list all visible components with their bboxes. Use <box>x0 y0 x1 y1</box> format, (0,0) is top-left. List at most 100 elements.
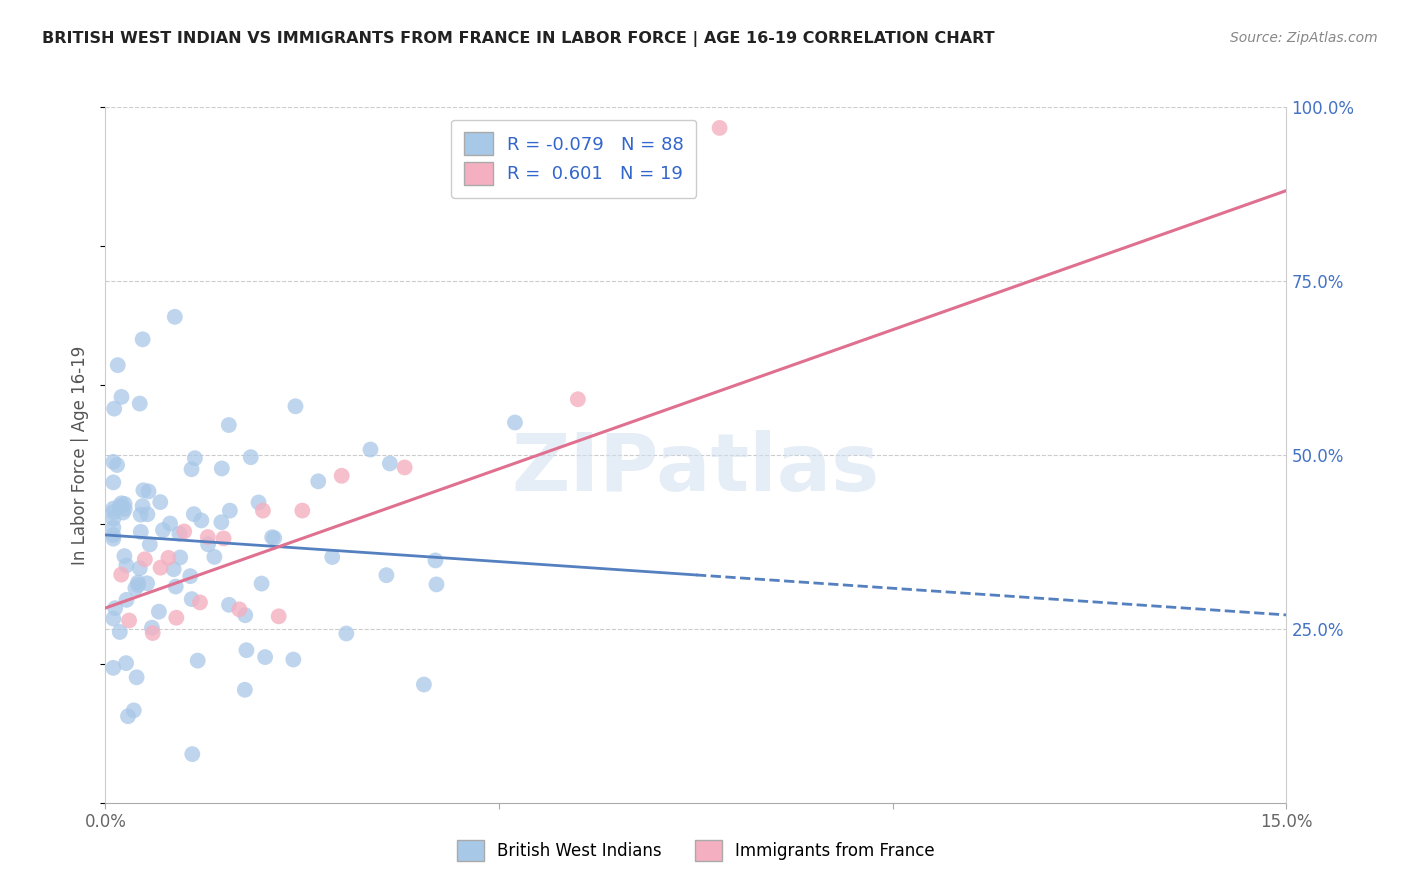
Text: ZIPatlas: ZIPatlas <box>512 430 880 508</box>
Point <box>149 560 172 574</box>
Point <box>184 451 207 466</box>
Point <box>263 531 285 545</box>
Point <box>212 532 235 546</box>
Point <box>233 682 256 697</box>
Point <box>180 462 202 476</box>
Point <box>107 358 129 372</box>
Point <box>330 468 353 483</box>
Point <box>103 475 125 490</box>
Text: BRITISH WEST INDIAN VS IMMIGRANTS FROM FRANCE IN LABOR FORCE | AGE 16-19 CORRELA: BRITISH WEST INDIAN VS IMMIGRANTS FROM F… <box>42 31 995 47</box>
Point <box>142 626 165 640</box>
Point <box>103 401 125 416</box>
Point <box>425 577 447 591</box>
Point <box>307 475 329 489</box>
Point <box>375 568 398 582</box>
Point <box>378 457 401 471</box>
Point <box>131 499 153 513</box>
Point <box>202 549 225 564</box>
Point <box>129 524 152 539</box>
Point <box>152 523 174 537</box>
Point <box>183 507 205 521</box>
Point <box>190 513 212 527</box>
Point <box>149 495 172 509</box>
Point <box>108 499 131 513</box>
Point <box>110 390 132 404</box>
Point <box>118 614 141 628</box>
Point <box>247 495 270 509</box>
Point <box>112 506 135 520</box>
Point <box>103 661 125 675</box>
Point <box>139 537 162 551</box>
Point <box>218 598 240 612</box>
Point <box>134 552 156 566</box>
Point <box>413 677 436 691</box>
Point <box>114 502 136 516</box>
Point <box>503 416 526 430</box>
Point <box>117 709 139 723</box>
Point <box>394 460 416 475</box>
Point <box>128 396 150 410</box>
Point <box>125 670 148 684</box>
Point <box>103 528 125 542</box>
Point <box>103 505 125 519</box>
Point <box>110 496 132 510</box>
Point <box>209 515 232 529</box>
Point <box>163 562 186 576</box>
Point <box>218 503 240 517</box>
Point <box>103 532 125 546</box>
Point <box>254 650 277 665</box>
Point <box>197 537 219 551</box>
Point <box>179 569 201 583</box>
Point <box>228 602 250 616</box>
Point <box>173 524 195 539</box>
Point <box>165 580 187 594</box>
Y-axis label: In Labor Force | Age 16-19: In Labor Force | Age 16-19 <box>72 345 90 565</box>
Point <box>157 550 180 565</box>
Point <box>335 626 357 640</box>
Point <box>321 549 343 564</box>
Point <box>112 549 135 563</box>
Point <box>108 625 131 640</box>
Point <box>197 530 219 544</box>
Point <box>136 508 159 522</box>
Point <box>110 567 132 582</box>
Point <box>235 643 257 657</box>
Point <box>115 592 138 607</box>
Point <box>159 516 181 531</box>
Point <box>103 512 125 526</box>
Point <box>115 558 138 573</box>
Point <box>132 483 155 498</box>
Point <box>138 484 160 499</box>
Point <box>128 561 150 575</box>
Point <box>169 526 191 541</box>
Point <box>129 508 152 522</box>
Point <box>291 503 314 517</box>
Point <box>239 450 262 465</box>
Point <box>127 575 149 590</box>
Point <box>122 703 145 717</box>
Point <box>104 601 127 615</box>
Point <box>181 747 204 761</box>
Point <box>131 332 153 346</box>
Point <box>163 310 186 324</box>
Point <box>103 520 125 534</box>
Point <box>124 581 146 595</box>
Point <box>252 503 274 517</box>
Point <box>169 550 191 565</box>
Point <box>267 609 290 624</box>
Point <box>284 399 307 413</box>
Text: Source: ZipAtlas.com: Source: ZipAtlas.com <box>1230 31 1378 45</box>
Point <box>188 595 211 609</box>
Point <box>218 418 240 433</box>
Point <box>127 578 149 592</box>
Point <box>567 392 589 407</box>
Point <box>283 652 305 666</box>
Point <box>250 576 273 591</box>
Legend: British West Indians, Immigrants from France: British West Indians, Immigrants from Fr… <box>447 830 945 871</box>
Point <box>180 592 202 607</box>
Point <box>103 455 125 469</box>
Point <box>187 654 209 668</box>
Point <box>105 458 128 472</box>
Point <box>148 605 170 619</box>
Point <box>233 608 256 623</box>
